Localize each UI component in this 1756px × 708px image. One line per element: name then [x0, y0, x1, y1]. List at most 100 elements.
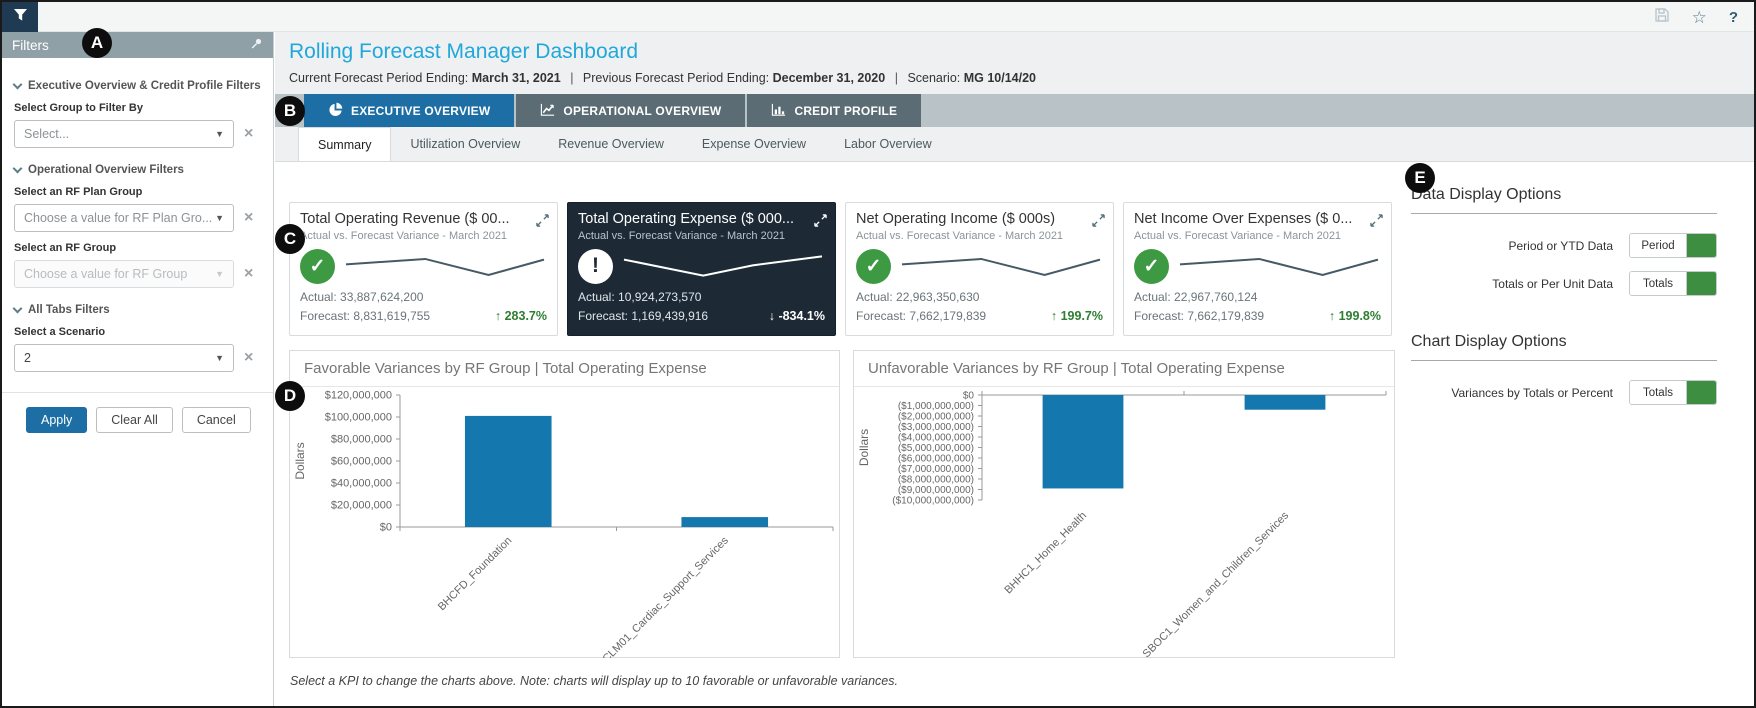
kpi-footnote: Select a KPI to change the charts above.…: [290, 674, 898, 688]
sparkline: [345, 257, 545, 276]
subtab-utilization-overview[interactable]: Utilization Overview: [410, 137, 521, 151]
svg-text:SBOC1_Women_and_Children_Servi: SBOC1_Women_and_Children_Services: [1141, 509, 1292, 658]
page-title: Rolling Forecast Manager Dashboard: [289, 40, 639, 63]
kpi-forecast: Forecast: 8,831,619,755 ↑ 283.7%: [300, 309, 547, 323]
svg-text:($1,000,000,000): ($1,000,000,000): [898, 401, 974, 412]
apply-button[interactable]: Apply: [26, 407, 88, 433]
expand-icon[interactable]: [814, 214, 827, 232]
favorite-star-icon[interactable]: ☆: [1691, 7, 1707, 27]
kpi-card[interactable]: Total Operating Expense ($ 000... Actual …: [567, 202, 836, 336]
totals-per-unit-toggle[interactable]: Totals: [1629, 271, 1717, 296]
help-icon[interactable]: ?: [1728, 8, 1738, 26]
kpi-card[interactable]: Net Income Over Expenses ($ 0... Actual v…: [1123, 202, 1392, 336]
svg-text:BHHC1_Home_Health: BHHC1_Home_Health: [1002, 510, 1089, 597]
rf-plan-group-select[interactable]: Choose a value for RF Plan Gro... ▼: [14, 204, 234, 232]
caret-down-icon: ▼: [215, 213, 224, 223]
kpi-subtitle: Actual vs. Forecast Variance - March 202…: [300, 230, 508, 242]
subtab-expense-overview[interactable]: Expense Overview: [701, 137, 807, 151]
svg-text:$80,000,000: $80,000,000: [331, 434, 392, 446]
kpi-actual: Actual: 22,967,760,124: [1134, 290, 1258, 304]
filters-sidebar: Filters Executive Overview & Credit Prof…: [2, 32, 274, 706]
svg-text:($2,000,000,000): ($2,000,000,000): [898, 412, 974, 423]
svg-text:$120,000,000: $120,000,000: [325, 390, 392, 402]
group-filter-select[interactable]: Select... ▼: [14, 120, 234, 148]
caret-down-icon: ▼: [215, 129, 224, 139]
variance-badge: ↓ -834.1%: [768, 309, 825, 323]
clear-all-button[interactable]: Clear All: [96, 407, 173, 433]
subtab-labor-overview[interactable]: Labor Overview: [844, 137, 932, 151]
unfavorable-variances-plot: $0($1,000,000,000)($2,000,000,000)($3,00…: [857, 391, 1387, 660]
expand-icon[interactable]: [536, 214, 549, 232]
expand-icon[interactable]: [1092, 214, 1105, 232]
kpi-title: Total Operating Revenue ($ 00...: [300, 211, 510, 227]
kpi-card[interactable]: Total Operating Revenue ($ 00... Actual v…: [289, 202, 558, 336]
variances-toggle[interactable]: Totals: [1629, 380, 1717, 405]
field-label-rf-plan-group: Select an RF Plan Group: [14, 186, 143, 198]
clear-rf-group-icon[interactable]: ×: [244, 265, 254, 282]
subtab-revenue-overview[interactable]: Revenue Overview: [558, 137, 664, 151]
field-label-group: Select Group to Filter By: [14, 102, 143, 114]
favorable-variances-plot: $120,000,000 $100,000,000 $80,000,000 $60,0…: [293, 390, 834, 665]
check-circle-icon: ✓: [1134, 248, 1169, 284]
svg-text:$40,000,000: $40,000,000: [331, 478, 392, 490]
annotation-badge-b: B: [275, 96, 305, 126]
tab-credit-profile[interactable]: CREDIT PROFILE: [747, 94, 922, 127]
clear-scenario-icon[interactable]: ×: [244, 349, 254, 366]
expand-icon[interactable]: [1370, 214, 1383, 232]
clear-rf-plan-group-icon[interactable]: ×: [244, 209, 254, 226]
favorable-variances-chart: Favorable Variances by RF Group | Total …: [289, 350, 840, 665]
period-ytd-toggle[interactable]: Period: [1629, 233, 1717, 258]
variance-badge: ↑ 199.8%: [1328, 309, 1381, 323]
toggle-on-segment: [1687, 234, 1716, 257]
variance-badge: ↑ 283.7%: [494, 309, 547, 323]
sparkline: [901, 257, 1101, 276]
clear-group-filter-icon[interactable]: ×: [244, 125, 254, 142]
svg-text:($7,000,000,000): ($7,000,000,000): [898, 464, 974, 475]
main-area: Rolling Forecast Manager Dashboard Curre…: [275, 32, 1754, 706]
annotation-badge-d: D: [275, 381, 305, 411]
sparkline: [623, 255, 823, 277]
pie-chart-icon: [328, 102, 343, 120]
subtab-summary[interactable]: Summary: [298, 127, 392, 161]
section-exec-credit-filters[interactable]: Executive Overview & Credit Profile Filt…: [12, 79, 261, 92]
rf-group-select[interactable]: Choose a value for RF Group ▼: [14, 260, 234, 288]
totals-per-unit-label: Totals or Per Unit Data: [1492, 276, 1613, 291]
svg-text:$100,000,000: $100,000,000: [325, 412, 392, 424]
field-label-scenario: Select a Scenario: [14, 326, 106, 338]
kpi-title: Total Operating Expense ($ 000...: [578, 211, 795, 227]
data-display-options-heading: Data Display Options: [1411, 186, 1717, 214]
kpi-forecast: Forecast: 7,662,179,839 ↑ 199.7%: [856, 309, 1103, 323]
save-icon[interactable]: [1654, 7, 1670, 28]
svg-text:($8,000,000,000): ($8,000,000,000): [898, 475, 974, 486]
kpi-title: Net Operating Income ($ 000s): [856, 211, 1056, 227]
caret-down-icon: ▼: [215, 269, 224, 279]
cancel-button[interactable]: Cancel: [181, 407, 251, 433]
filter-panel-toggle[interactable]: [2, 2, 38, 32]
display-options-panel: Data Display Options Period or YTD Data …: [1411, 186, 1717, 420]
svg-text:($4,000,000,000): ($4,000,000,000): [898, 433, 974, 444]
toggle-on-segment: [1687, 381, 1716, 404]
kpi-card[interactable]: Net Operating Income ($ 000s) Actual vs. …: [845, 202, 1114, 336]
kpi-forecast: Forecast: 7,662,179,839 ↑ 199.8%: [1134, 309, 1381, 323]
kpi-card-row: Total Operating Revenue ($ 00... Actual v…: [289, 202, 1392, 336]
scenario-select[interactable]: 2 ▼: [14, 344, 234, 372]
summary-content: Total Operating Revenue ($ 00... Actual v…: [275, 161, 1754, 706]
sub-tab-bar: Summary Utilization Overview Revenue Ove…: [275, 127, 1754, 161]
pin-icon[interactable]: [250, 37, 263, 53]
tab-executive-overview[interactable]: EXECUTIVE OVERVIEW: [304, 94, 515, 127]
annotation-badge-a: A: [82, 28, 112, 58]
kpi-actual: Actual: 33,887,624,200: [300, 290, 424, 304]
section-operational-filters[interactable]: Operational Overview Filters: [12, 163, 261, 176]
svg-text:CLM01_Cardiac_Support_Services: CLM01_Cardiac_Support_Services: [600, 534, 731, 658]
funnel-icon: [13, 8, 28, 27]
section-all-tabs-filters[interactable]: All Tabs Filters: [12, 303, 261, 316]
tab-operational-overview[interactable]: OPERATIONAL OVERVIEW: [516, 94, 746, 127]
kpi-subtitle: Actual vs. Forecast Variance - March 202…: [856, 230, 1064, 242]
chevron-down-icon: [12, 79, 23, 89]
kpi-actual: Actual: 22,963,350,630: [856, 290, 980, 304]
unfavorable-variances-chart: Unfavorable Variances by RF Group | Tota…: [853, 350, 1395, 660]
kpi-subtitle: Actual vs. Forecast Variance - March 202…: [578, 230, 786, 242]
svg-text:($10,000,000,000): ($10,000,000,000): [892, 496, 974, 507]
toggle-on-segment: [1687, 272, 1716, 295]
